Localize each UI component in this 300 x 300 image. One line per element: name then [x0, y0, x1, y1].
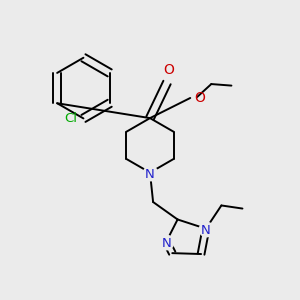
Text: Cl: Cl: [64, 112, 77, 125]
Text: N: N: [161, 236, 171, 250]
Text: O: O: [163, 63, 174, 77]
Text: N: N: [145, 168, 155, 181]
Text: N: N: [201, 224, 211, 237]
Text: O: O: [194, 91, 205, 105]
